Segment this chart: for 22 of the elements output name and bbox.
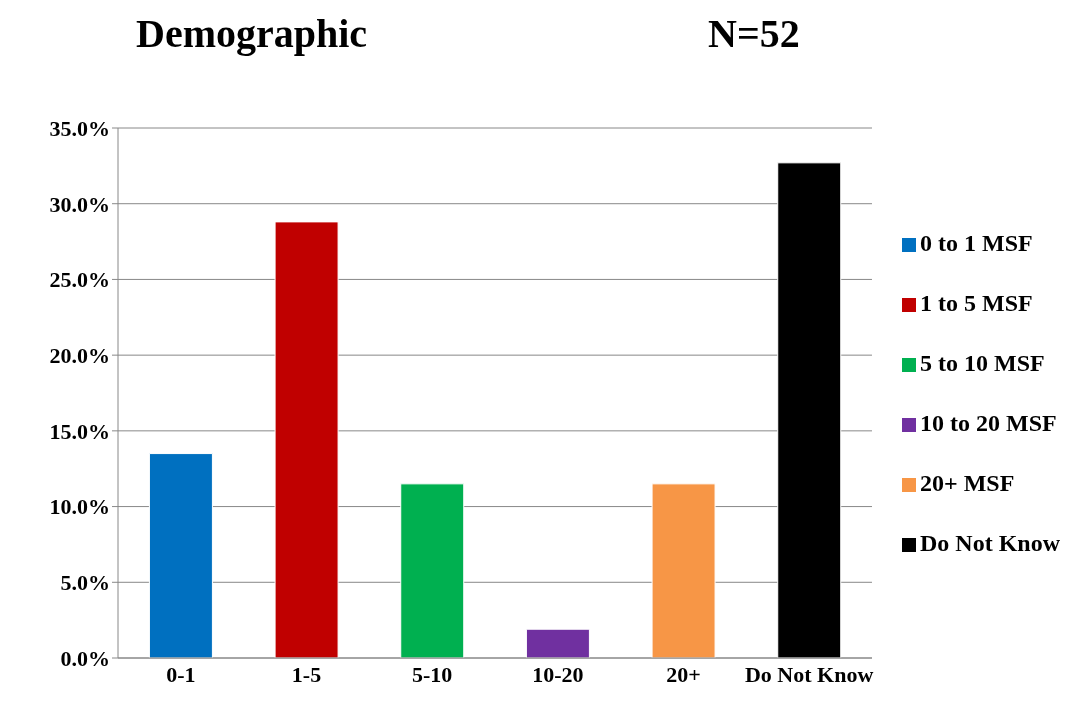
y-tick-label: 20.0% xyxy=(49,342,110,368)
x-tick-label: 5-10 xyxy=(412,661,453,687)
y-tick-label: 35.0% xyxy=(49,115,110,141)
x-tick-label: Do Not Know xyxy=(744,661,874,687)
y-tick-label: 10.0% xyxy=(49,494,110,520)
legend-label: 10 to 20 MSF xyxy=(919,410,1057,436)
y-tick-label: 25.0% xyxy=(49,267,110,293)
legend-label: 1 to 5 MSF xyxy=(919,290,1033,316)
y-tick-label: 0.0% xyxy=(60,645,110,671)
legend-label: 5 to 10 MSF xyxy=(919,350,1045,376)
text: N=52 xyxy=(708,10,800,57)
x-tick-label: 10-20 xyxy=(532,661,584,687)
legend-label: Do Not Know xyxy=(919,530,1060,556)
y-tick-label: 5.0% xyxy=(60,570,110,596)
legend-label: 0 to 1 MSF xyxy=(919,230,1033,256)
x-tick-label: 0-1 xyxy=(166,661,196,687)
x-tick-label: 1-5 xyxy=(291,661,322,687)
y-tick-label: 30.0% xyxy=(49,191,110,217)
legend-label: 20+ MSF xyxy=(919,470,1015,496)
x-tick-label: 20+ xyxy=(666,661,701,687)
y-tick-label: 15.0% xyxy=(49,418,110,444)
chart-title: Demographic xyxy=(136,10,368,57)
